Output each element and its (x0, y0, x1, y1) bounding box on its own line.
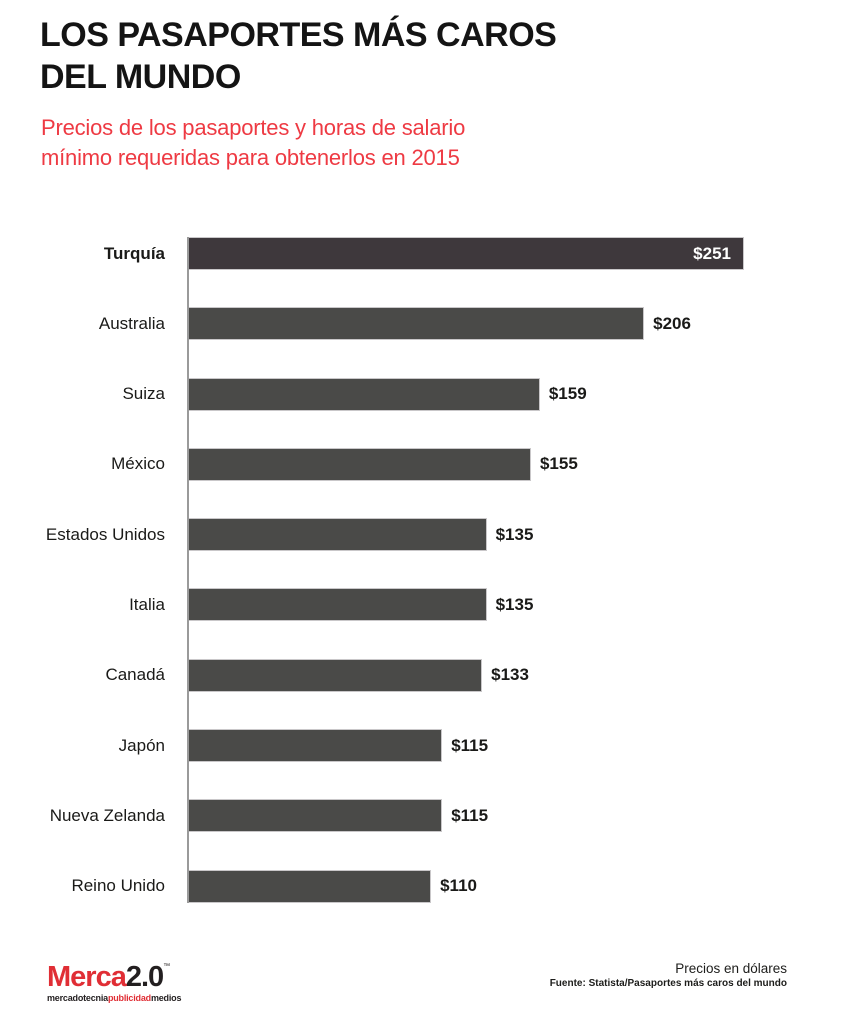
value-label-outside: $206 (653, 313, 691, 333)
page-subtitle: Precios de los pasaportes y horas de sal… (41, 113, 465, 173)
value-label-outside: $135 (495, 594, 534, 614)
value-label-outside: $115 (451, 735, 489, 755)
country-label: Estados Unidos (45, 524, 165, 544)
bar-cell: $206 (187, 307, 810, 341)
bar (187, 518, 487, 552)
chart-row: Suiza $159 (40, 377, 810, 411)
bar-cell: $135 (187, 518, 810, 552)
chart-row: Turquía $251 (40, 237, 810, 270)
country-label: Suiza (122, 384, 165, 404)
country-label: México (111, 454, 165, 474)
bar (187, 869, 432, 903)
source-note: Fuente: Statista/Pasaportes más caros de… (549, 978, 787, 989)
bar-cell: $110 (187, 869, 810, 903)
value-label-outside: $133 (491, 665, 529, 685)
bar (187, 307, 645, 341)
footer-notes: Precios en dólares Fuente: Statista/Pasa… (550, 960, 787, 991)
bar-cell: $133 (187, 658, 810, 692)
bar (187, 447, 531, 481)
trademark-symbol: ™ (163, 963, 170, 970)
country-label: Australia (98, 313, 165, 333)
chart-row: Nueva Zelanda $115 (40, 799, 810, 833)
value-label-outside: $115 (451, 805, 489, 825)
bar (187, 588, 487, 622)
chart-row: Japón $115 (40, 729, 810, 763)
value-label-outside: $110 (440, 876, 477, 896)
bar-chart: Turquía $251 Australia $206 Suiza $159 M… (40, 237, 810, 903)
value-label-outside: $135 (495, 524, 534, 544)
country-label: Japón (118, 735, 165, 755)
unit-note: Precios en dólares (675, 961, 787, 976)
logo-text-20: 2.0 (125, 961, 164, 993)
bar-cell: $251 (187, 237, 810, 270)
country-label: Canadá (105, 665, 165, 685)
country-label: Reino Unido (71, 876, 165, 896)
bar-cell: $115 (187, 729, 810, 763)
bar (187, 658, 483, 692)
chart-row: Estados Unidos $135 (40, 518, 810, 552)
value-label-inside: $251 (693, 243, 731, 263)
chart-row: México $155 (40, 447, 810, 481)
merca20-logo: Merca2.0™ mercadotecniapublicidadmedios (47, 963, 217, 1003)
chart-row: Australia $206 (40, 307, 810, 341)
chart-rows: Turquía $251 Australia $206 Suiza $159 M… (40, 237, 810, 903)
bar-cell: $135 (187, 588, 810, 622)
bar-cell: $155 (187, 447, 810, 481)
country-label: Italia (129, 594, 165, 614)
title-line-2: DEL MUNDO (40, 58, 241, 96)
title-line-1: LOS PASAPORTES MÁS CAROS (40, 16, 557, 54)
chart-row: Canadá $133 (40, 658, 810, 692)
tagline-mercadotecnia: mercadotecnia (47, 993, 108, 1003)
page-title: LOS PASAPORTES MÁS CAROS DEL MUNDO (40, 14, 557, 98)
subtitle-line-2: mínimo requeridas para obtenerlos en 201… (41, 145, 460, 170)
value-label-outside: $159 (548, 384, 587, 404)
bar: $251 (187, 237, 744, 270)
bar-cell: $115 (187, 799, 810, 833)
subtitle-line-1: Precios de los pasaportes y horas de sal… (41, 115, 466, 140)
bar-cell: $159 (187, 377, 810, 411)
logo-tagline: mercadotecniapublicidadmedios (47, 994, 217, 1003)
value-label-outside: $155 (539, 454, 578, 474)
country-label: Turquía (103, 243, 165, 263)
chart-row: Reino Unido $110 (40, 869, 810, 903)
bar (187, 799, 443, 833)
chart-row: Italia $135 (40, 588, 810, 622)
bar (187, 729, 443, 763)
logo-text-merca: Merca (47, 961, 127, 993)
y-axis-line (187, 237, 189, 903)
bar (187, 377, 540, 411)
logo-wordmark: Merca2.0™ (47, 963, 217, 992)
tagline-medios: medios (150, 993, 182, 1003)
country-label: Nueva Zelanda (49, 805, 165, 825)
tagline-publicidad: publicidad (107, 993, 151, 1003)
